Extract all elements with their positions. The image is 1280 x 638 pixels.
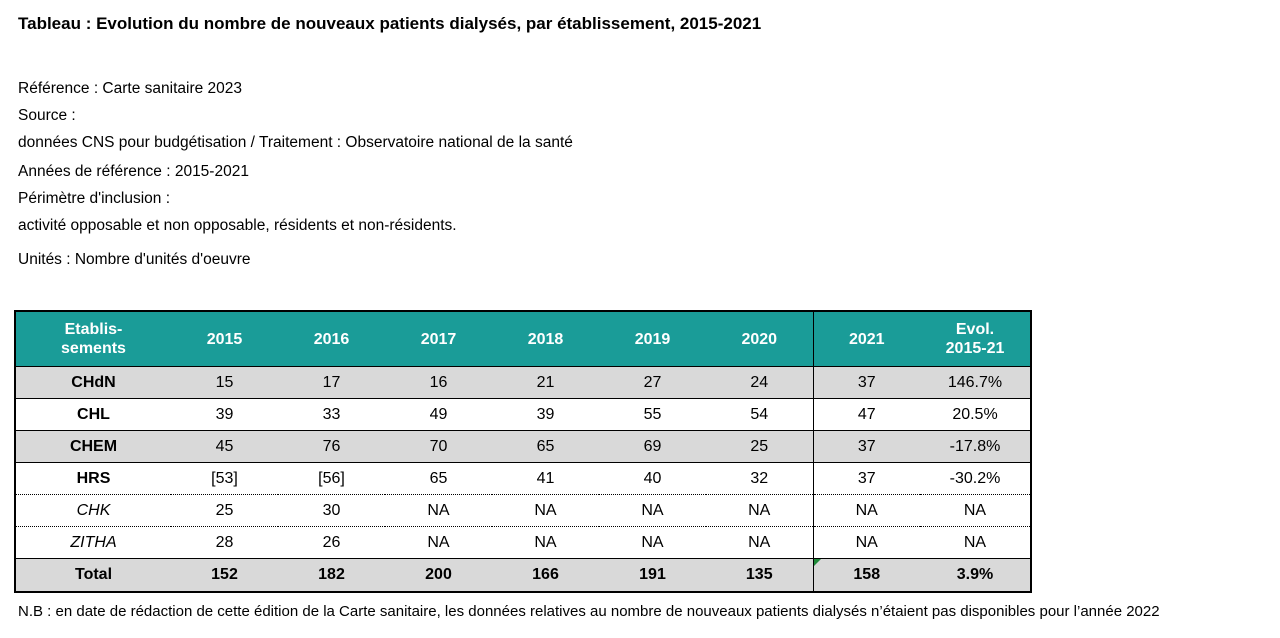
cell-evolution: NA [963, 533, 987, 551]
header-2019: 2019 [599, 311, 706, 367]
cell-value: 32 [706, 462, 813, 495]
row-name: CHEM [15, 430, 171, 463]
cell-evolution: NA [920, 494, 1031, 527]
table-row: ZITHA 28 26 NA NA NA NA NA NA [15, 526, 1031, 559]
cell-value: 69 [599, 430, 706, 463]
reference-years-line: Années de référence : 2015-2021 [18, 163, 249, 180]
row-name: ZITHA [70, 533, 117, 551]
header-etablissements-line2: sements [61, 340, 126, 357]
header-2018: 2018 [492, 311, 599, 367]
perimeter-label: Périmètre d'inclusion : [18, 190, 170, 207]
cell-value: 47 [812, 398, 920, 431]
cell-value: NA [641, 533, 664, 551]
cell-value: 26 [322, 533, 341, 551]
header-2017: 2017 [385, 311, 492, 367]
cell-value: NA [427, 533, 450, 551]
total-value: 191 [599, 558, 706, 592]
total-value: 135 [706, 558, 813, 592]
cell-evolution: 20.5% [920, 398, 1031, 431]
cell-value: 16 [385, 366, 492, 399]
row-name: CHdN [15, 366, 171, 399]
cell-value: 37 [812, 366, 920, 399]
cell-value: 45 [171, 430, 278, 463]
row-name: HRS [15, 462, 171, 495]
cell-value: 76 [278, 430, 385, 463]
dialysis-table: Etablis- sements 2015 2016 2017 2018 201… [14, 310, 1032, 593]
header-2020: 2020 [706, 311, 813, 367]
row-name: CHL [15, 398, 171, 431]
source-value: données CNS pour budgétisation / Traitem… [18, 134, 573, 151]
table-row: CHEM 45 76 70 65 69 25 37 -17.8% [15, 430, 1031, 463]
cell-value: NA [385, 494, 492, 527]
cell-value: 65 [492, 430, 599, 463]
header-evolution-line1: Evol. [955, 321, 995, 338]
cell-value: NA [599, 494, 706, 527]
table-row: CHK 25 30 NA NA NA NA NA NA [15, 494, 1031, 527]
cell-value: NA [706, 494, 813, 527]
cell-value: 25 [706, 430, 813, 463]
cell-value: 27 [599, 366, 706, 399]
cell-value: [53] [171, 462, 278, 495]
cell-value: 25 [171, 494, 278, 527]
header-evolution-line2: 2015-21 [945, 340, 1005, 357]
cell-value: 54 [706, 398, 813, 431]
cell-value: 55 [599, 398, 706, 431]
cell-value: [56] [278, 462, 385, 495]
cell-value: 15 [171, 366, 278, 399]
cell-evolution: -30.2% [920, 462, 1031, 495]
reference-line: Référence : Carte sanitaire 2023 [18, 80, 243, 97]
row-name: CHK [15, 494, 171, 527]
cell-value: 30 [278, 494, 385, 527]
table-row: CHdN 15 17 16 21 27 24 37 146.7% [15, 366, 1031, 399]
cell-value: 28 [215, 533, 234, 551]
cell-value: 37 [812, 430, 920, 463]
total-value-2021: 158 [812, 558, 920, 592]
cell-value: NA [492, 494, 599, 527]
header-row: Etablis- sements 2015 2016 2017 2018 201… [15, 311, 1031, 367]
cell-value: NA [812, 494, 920, 527]
cell-value: NA [748, 533, 771, 551]
cell-evolution: -17.8% [920, 430, 1031, 463]
cell-value: 40 [599, 462, 706, 495]
cell-value: 49 [385, 398, 492, 431]
total-value: 166 [492, 558, 599, 592]
footnote: N.B : en date de rédaction de cette édit… [18, 603, 1160, 620]
cell-evolution: 146.7% [920, 366, 1031, 399]
cell-value: 39 [171, 398, 278, 431]
table-row: CHL 39 33 49 39 55 54 47 20.5% [15, 398, 1031, 431]
header-2015: 2015 [171, 311, 278, 367]
header-2016: 2016 [278, 311, 385, 367]
header-etablissements-line1: Etablis- [64, 321, 123, 338]
total-value: 182 [278, 558, 385, 592]
total-evolution: 3.9% [920, 558, 1031, 592]
units-line: Unités : Nombre d'unités d'oeuvre [18, 251, 251, 268]
page-title: Tableau : Evolution du nombre de nouveau… [18, 14, 762, 33]
header-evolution: Evol. 2015-21 [920, 311, 1031, 367]
cell-value: 65 [385, 462, 492, 495]
cell-value: NA [812, 526, 920, 559]
cell-comment-marker-icon [813, 559, 821, 566]
source-label: Source : [18, 107, 76, 124]
total-value: 152 [171, 558, 278, 592]
cell-value: 33 [278, 398, 385, 431]
cell-value: 41 [492, 462, 599, 495]
cell-value: 39 [492, 398, 599, 431]
header-etablissements: Etablis- sements [15, 311, 171, 367]
perimeter-value: activité opposable et non opposable, rés… [18, 217, 457, 234]
total-label: Total [15, 558, 171, 592]
cell-value: 21 [492, 366, 599, 399]
cell-value: 24 [706, 366, 813, 399]
cell-value: 17 [278, 366, 385, 399]
cell-value: 37 [812, 462, 920, 495]
cell-value: 70 [385, 430, 492, 463]
cell-value: NA [534, 533, 557, 551]
total-value-2021-text: 158 [853, 566, 881, 583]
table-row: HRS [53] [56] 65 41 40 32 37 -30.2% [15, 462, 1031, 495]
total-value: 200 [385, 558, 492, 592]
header-2021: 2021 [812, 311, 920, 367]
total-row: Total 152 182 200 166 191 135 158 3.9% [15, 558, 1031, 592]
